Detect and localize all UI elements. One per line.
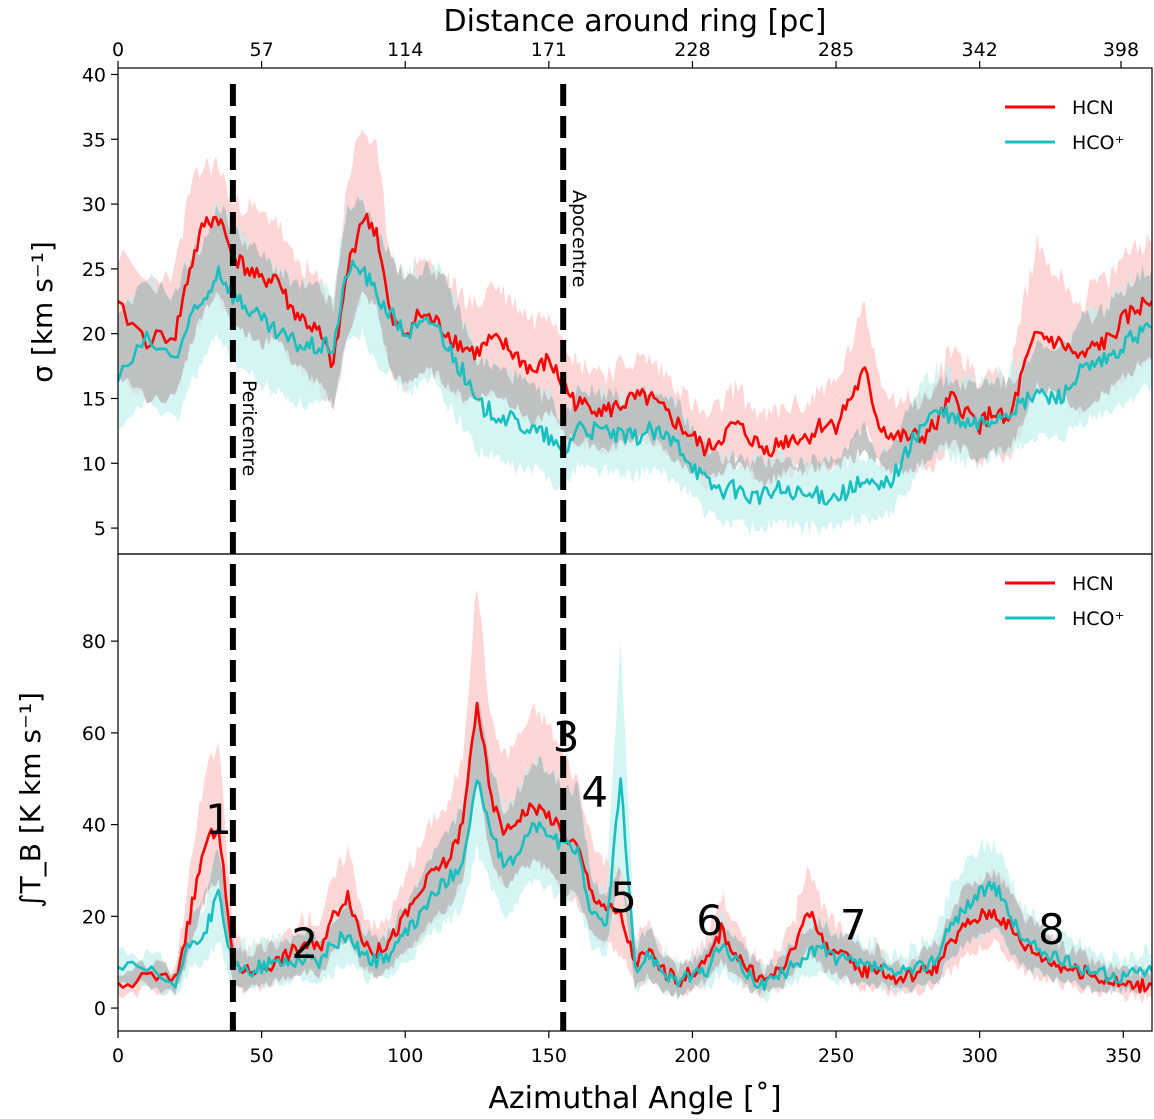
- legend-hcn-label: HCN: [1072, 97, 1114, 119]
- clump-label: 4: [581, 768, 608, 817]
- pericentre-label: Pericentre: [238, 380, 260, 476]
- clump-label: 8: [1038, 905, 1065, 954]
- x-tick-label: 200: [674, 1045, 710, 1067]
- clump-label: 2: [291, 919, 318, 968]
- x-tick-label: 300: [962, 1045, 998, 1067]
- intensity-plot-area: [118, 589, 1152, 1005]
- sigma-y-ticks: 5 10 15 20 25 30 35 40: [82, 64, 118, 540]
- bottom-x-ticks: 0 50 100 150 200 250 300 350: [112, 1031, 1141, 1067]
- intensity-legend: HCN HCO⁺: [1005, 573, 1125, 630]
- hcn-line: [118, 212, 1152, 458]
- plot-layer: [118, 129, 1152, 537]
- x-tick-label: 250: [818, 1045, 854, 1067]
- orbit-markers: Pericentre Apocentre: [229, 84, 590, 1031]
- clump-label: 5: [610, 873, 637, 922]
- y-tick-label: 25: [82, 259, 106, 281]
- hcn-line: [118, 701, 1152, 994]
- y-tick-label: 15: [82, 388, 106, 410]
- intensity-y-ticks: 0 20 40 60 80: [82, 631, 118, 1020]
- y-tick-label: 30: [82, 194, 106, 216]
- x-tick-label: 100: [387, 1045, 423, 1067]
- clump-label: 1: [205, 795, 232, 844]
- plot-layer: [118, 589, 1152, 1005]
- sigma-y-axis-label: σ [km s⁻¹]: [26, 241, 59, 382]
- y-tick-label: 40: [82, 815, 106, 837]
- x-tick-label: 50: [250, 1045, 274, 1067]
- top-x-tick-label: 114: [387, 39, 423, 61]
- y-tick-label: 20: [82, 324, 106, 346]
- top-x-tick-label: 57: [250, 39, 274, 61]
- sigma-legend: HCN HCO⁺: [1005, 97, 1125, 154]
- x-tick-label: 350: [1105, 1045, 1141, 1067]
- top-x-tick-label: 171: [531, 39, 567, 61]
- top-x-ticks: 0 57 114 171 228 285 342 398: [112, 39, 1139, 68]
- top-x-tick-label: 285: [818, 39, 854, 61]
- y-tick-label: 80: [82, 631, 106, 653]
- intensity-panel-frame: [117, 553, 1153, 1032]
- clump-label: 7: [840, 901, 867, 950]
- x-tick-label: 0: [112, 1045, 124, 1067]
- legend-hco-label: HCO⁺: [1072, 132, 1125, 154]
- sigma-plot-area: [118, 129, 1152, 537]
- y-tick-label: 0: [94, 998, 106, 1020]
- top-x-tick-label: 228: [674, 39, 710, 61]
- y-tick-label: 10: [82, 453, 106, 475]
- clump-labels: 12345678: [205, 712, 1065, 967]
- y-tick-label: 20: [82, 906, 106, 928]
- sigma-panel: 5 10 15 20 25 30 35 40 HCN HCO⁺ σ [km s⁻¹]: [26, 64, 1153, 555]
- hcn-uncertainty-band: [118, 129, 1152, 491]
- y-tick-label: 40: [82, 64, 106, 86]
- clump-label: 6: [696, 896, 723, 945]
- top-x-tick-label: 0: [112, 39, 124, 61]
- x-tick-label: 150: [531, 1045, 567, 1067]
- y-tick-label: 60: [82, 723, 106, 745]
- y-tick-label: 35: [82, 129, 106, 151]
- hco-line: [118, 777, 1152, 991]
- intensity-y-axis-label: ∫T_B [K km s⁻¹]: [14, 692, 47, 908]
- band-overlap: [118, 195, 1152, 489]
- legend-hcn-label: HCN: [1072, 573, 1114, 595]
- hco-line: [118, 259, 1152, 506]
- top-x-tick-label: 342: [962, 39, 998, 61]
- top-x-tick-label: 398: [1103, 39, 1139, 61]
- y-tick-label: 5: [94, 518, 106, 540]
- apocentre-label: Apocentre: [568, 190, 590, 287]
- legend-hco-label: HCO⁺: [1072, 608, 1125, 630]
- band-overlap: [118, 701, 1152, 999]
- top-axis-label: Distance around ring [pc]: [444, 4, 827, 39]
- x-axis-label: Azimuthal Angle [˚]: [488, 1081, 781, 1116]
